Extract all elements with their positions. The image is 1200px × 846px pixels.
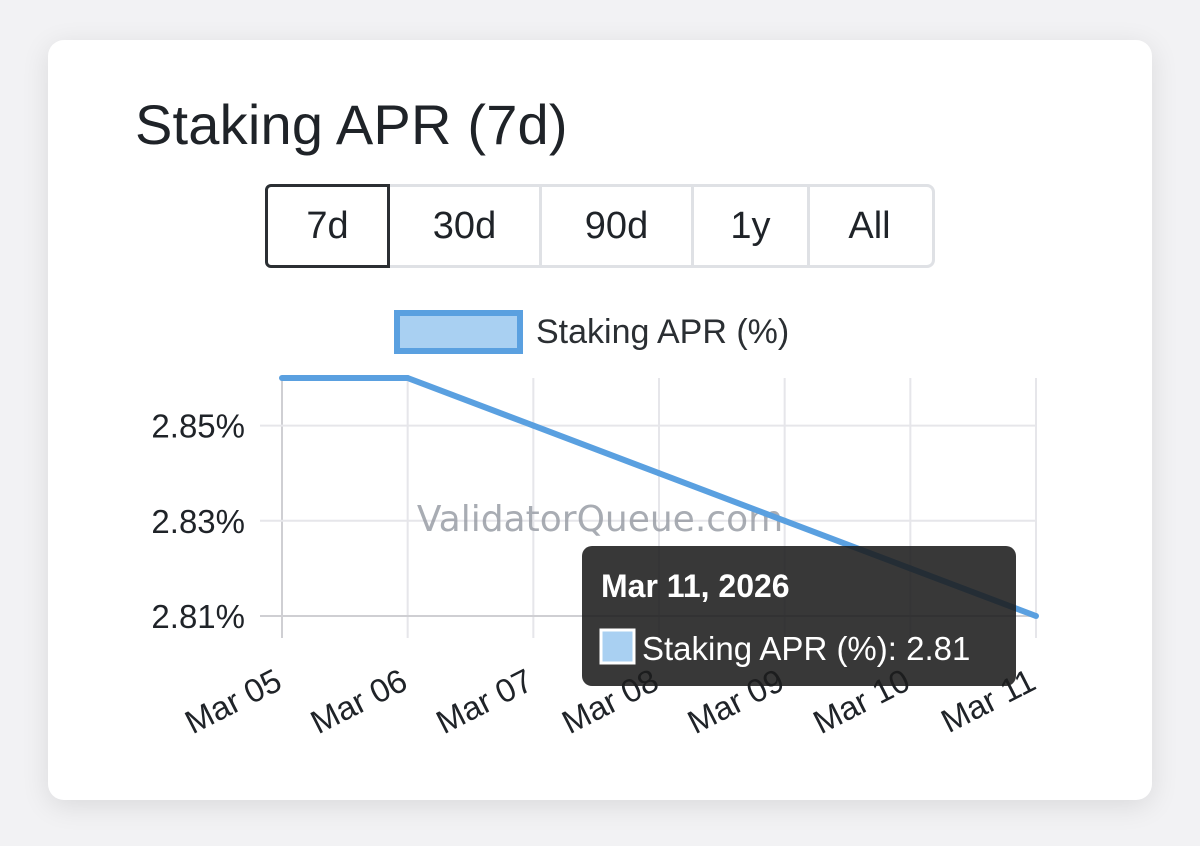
- data-point[interactable]: [530, 422, 537, 429]
- y-tick-label: 2.85%: [151, 408, 245, 445]
- tooltip-label: Staking APR (%): 2.81: [642, 630, 970, 667]
- range-button-30d[interactable]: 30d: [390, 187, 542, 265]
- tooltip-swatch: [599, 628, 636, 665]
- data-point[interactable]: [279, 375, 285, 381]
- range-button-1y[interactable]: 1y: [694, 187, 810, 265]
- chart-title: Staking APR (7d): [135, 93, 568, 156]
- tooltip: Mar 11, 2026 Staking APR (%): 2.81: [582, 546, 1016, 686]
- y-tick-label: 2.83%: [151, 503, 245, 540]
- data-point[interactable]: [781, 517, 788, 524]
- range-selector: 7d 30d 90d 1y All: [265, 184, 935, 268]
- range-button-7d[interactable]: 7d: [265, 184, 390, 268]
- tooltip-title: Mar 11, 2026: [601, 568, 790, 604]
- data-point[interactable]: [404, 375, 411, 381]
- data-point[interactable]: [1033, 613, 1039, 619]
- y-tick-label: 2.81%: [151, 598, 245, 635]
- data-point[interactable]: [656, 470, 662, 477]
- x-tick-label: Mar 07: [430, 661, 538, 741]
- legend-swatch[interactable]: [394, 310, 523, 354]
- range-button-90d[interactable]: 90d: [542, 187, 694, 265]
- legend-label[interactable]: Staking APR (%): [536, 313, 789, 351]
- range-button-all[interactable]: All: [810, 187, 929, 265]
- x-tick-label: Mar 05: [179, 661, 287, 741]
- tooltip-box: [582, 546, 1016, 686]
- x-tick-label: Mar 06: [305, 661, 413, 741]
- watermark: ValidatorQueue.com: [417, 499, 783, 540]
